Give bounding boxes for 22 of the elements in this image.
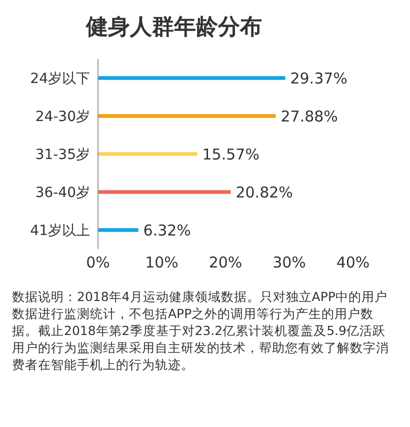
bar bbox=[98, 76, 286, 80]
bar bbox=[98, 114, 276, 118]
data-label: 15.57% bbox=[202, 145, 260, 164]
bar bbox=[98, 190, 231, 194]
chart-title: 健身人群年龄分布 bbox=[84, 14, 263, 42]
x-tick-label: 40% bbox=[336, 254, 370, 272]
x-tick-label: 0% bbox=[86, 254, 110, 272]
y-tick-label: 36-40岁 bbox=[35, 184, 90, 201]
y-tick-label: 31-35岁 bbox=[35, 146, 90, 163]
x-tick-label: 20% bbox=[208, 254, 242, 272]
x-tick-label: 10% bbox=[145, 254, 178, 272]
bar bbox=[98, 152, 198, 156]
y-tick-label: 41岁以上 bbox=[30, 222, 90, 239]
bar bbox=[98, 228, 138, 232]
data-label: 6.32% bbox=[143, 221, 191, 240]
text: 数据说明：2018年4月运动健康领域数据。只对独立APP中的用户数据进行监测统计，不包括APP之外的调用等行为产生的用户数据。截止2018年第2季度基于对23.2亿累计装机覆盖及5.9亿活跃用户的行为监测结果采用自主研发的技术，帮助您有效了解数字消费者在智能手机上的行为轨迹。 bbox=[11, 288, 390, 373]
data-label: 20.82% bbox=[236, 183, 293, 202]
data-label: 27.88% bbox=[280, 107, 338, 126]
x-tick-label: 30% bbox=[272, 254, 306, 272]
y-tick-label: 24岁以下 bbox=[30, 70, 90, 87]
data-label: 29.37% bbox=[290, 69, 348, 88]
y-tick-label: 24-30岁 bbox=[35, 108, 90, 125]
